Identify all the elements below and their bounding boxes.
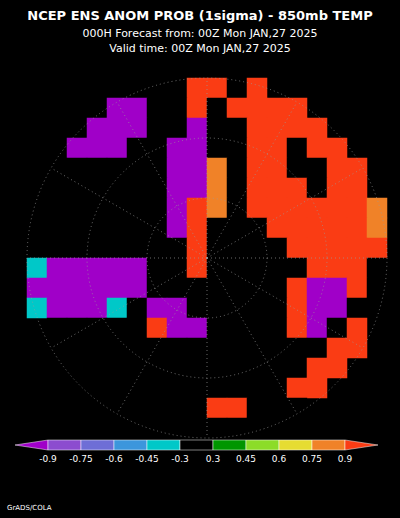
- svg-text:NCEP ENS ANOM PROB (1sigma) -: NCEP ENS ANOM PROB (1sigma) - 850mb TEMP: [27, 8, 372, 23]
- svg-text:-0.6: -0.6: [105, 454, 123, 464]
- svg-text:-0.75: -0.75: [69, 454, 92, 464]
- svg-text:000H Forecast from: 00Z Mon JA: 000H Forecast from: 00Z Mon JAN,27 2025: [82, 27, 317, 40]
- svg-text:0.9: 0.9: [338, 454, 353, 464]
- svg-text:GrADS/COLA: GrADS/COLA: [7, 504, 52, 512]
- svg-text:-0.45: -0.45: [135, 454, 158, 464]
- svg-text:-0.9: -0.9: [39, 454, 57, 464]
- svg-text:0.45: 0.45: [236, 454, 256, 464]
- svg-text:-0.3: -0.3: [171, 454, 189, 464]
- svg-text:Valid time: 00Z Mon JAN,27 202: Valid time: 00Z Mon JAN,27 2025: [109, 42, 291, 55]
- svg-text:0.75: 0.75: [302, 454, 322, 464]
- svg-text:0.3: 0.3: [206, 454, 220, 464]
- svg-text:0.6: 0.6: [272, 454, 287, 464]
